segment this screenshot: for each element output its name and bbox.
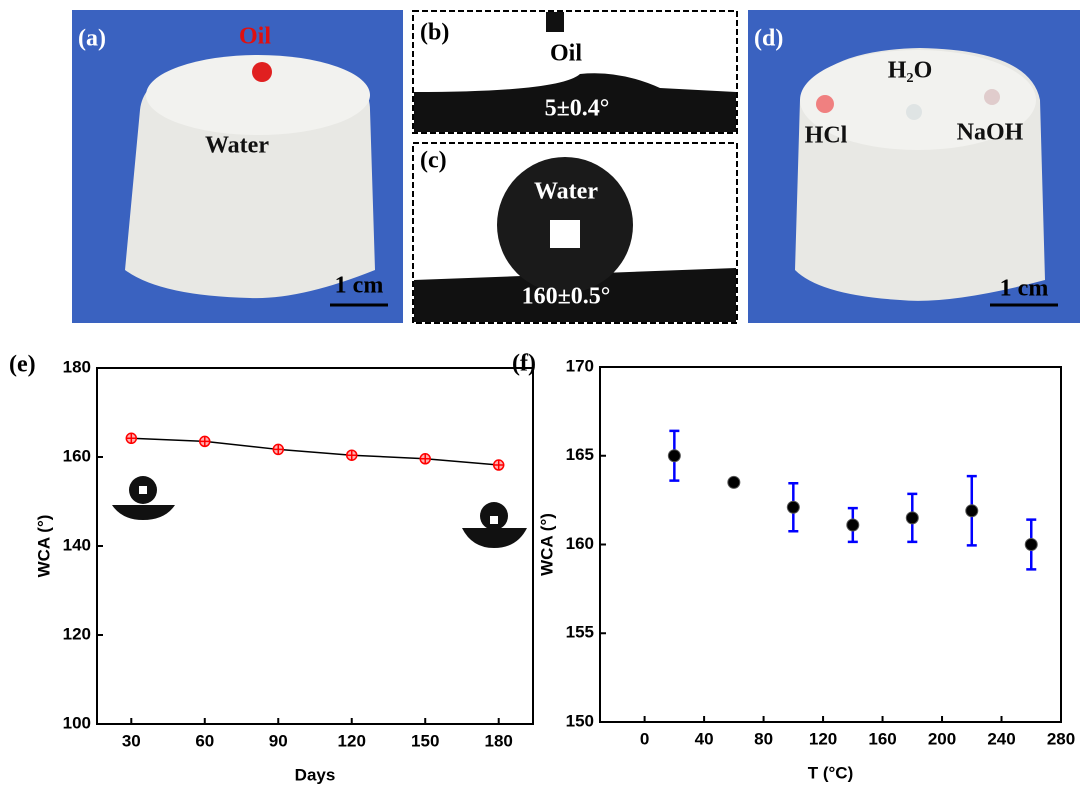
y-tick-label: 150 bbox=[566, 711, 594, 730]
naoh-label: NaOH bbox=[957, 120, 1024, 146]
angle-label: 5±0.4° bbox=[545, 96, 610, 122]
y-axis-title: WCA (°) bbox=[537, 513, 556, 576]
water-label: Water bbox=[534, 179, 598, 205]
plot-frame bbox=[600, 367, 1061, 722]
x-axis-title: Days bbox=[295, 765, 336, 784]
oil-drop bbox=[252, 62, 272, 82]
x-tick-label: 120 bbox=[809, 729, 837, 748]
needle bbox=[546, 12, 564, 32]
x-tick-label: 180 bbox=[485, 731, 513, 750]
h2o-drop bbox=[906, 104, 922, 120]
x-tick-label: 0 bbox=[640, 729, 649, 748]
h2o-label: H₂O bbox=[888, 58, 933, 84]
x-tick-label: 90 bbox=[269, 731, 288, 750]
panel-label: (d) bbox=[754, 26, 783, 52]
x-axis-title: T (°C) bbox=[808, 763, 854, 782]
hcl-drop bbox=[816, 95, 834, 113]
x-tick-label: 200 bbox=[928, 729, 956, 748]
x-tick-label: 150 bbox=[411, 731, 439, 750]
y-tick-label: 165 bbox=[566, 445, 594, 464]
scale-label: 1 cm bbox=[335, 273, 384, 299]
data-point bbox=[906, 512, 918, 524]
panel-label: (a) bbox=[78, 26, 106, 52]
x-tick-label: 60 bbox=[195, 731, 214, 750]
x-tick-label: 80 bbox=[754, 729, 773, 748]
y-tick-label: 140 bbox=[63, 535, 91, 554]
x-tick-label: 40 bbox=[695, 729, 714, 748]
hcl-label: HCl bbox=[805, 123, 848, 149]
panel-label: (e) bbox=[9, 352, 36, 378]
oil-label: Oil bbox=[239, 24, 271, 50]
scale-label: 1 cm bbox=[1000, 276, 1049, 302]
x-tick-label: 160 bbox=[868, 729, 896, 748]
y-tick-label: 155 bbox=[566, 623, 594, 642]
y-tick-label: 160 bbox=[566, 534, 594, 553]
data-point bbox=[966, 505, 978, 517]
panel-label: (f) bbox=[512, 351, 536, 377]
y-axis-title: WCA (°) bbox=[34, 515, 53, 578]
oil-label: Oil bbox=[550, 41, 582, 67]
x-tick-label: 30 bbox=[122, 731, 141, 750]
x-tick-label: 240 bbox=[987, 729, 1015, 748]
plot-frame bbox=[97, 368, 533, 724]
figure: (a) Oil Water 1 cm (b) Oil 5±0.4° (c) Wa… bbox=[0, 0, 1088, 789]
page: (a) Oil Water 1 cm (b) Oil 5±0.4° (c) Wa… bbox=[0, 0, 1088, 789]
angle-label: 160±0.5° bbox=[522, 284, 611, 310]
droplet-inset bbox=[462, 502, 527, 548]
x-tick-label: 120 bbox=[338, 731, 366, 750]
water-label: Water bbox=[205, 133, 269, 159]
data-point bbox=[728, 476, 740, 488]
y-tick-label: 170 bbox=[566, 356, 594, 375]
data-point bbox=[668, 450, 680, 462]
reflection bbox=[550, 220, 580, 248]
y-tick-label: 180 bbox=[63, 357, 91, 376]
data-line bbox=[131, 438, 498, 465]
panel-label: (c) bbox=[420, 148, 447, 174]
x-tick-label: 280 bbox=[1047, 729, 1075, 748]
y-tick-label: 100 bbox=[63, 713, 91, 732]
naoh-drop bbox=[984, 89, 1000, 105]
y-tick-label: 160 bbox=[63, 446, 91, 465]
panel-label: (b) bbox=[420, 20, 449, 46]
droplet-inset bbox=[112, 476, 175, 520]
data-point bbox=[847, 519, 859, 531]
data-point bbox=[1025, 539, 1037, 551]
data-point bbox=[787, 501, 799, 513]
y-tick-label: 120 bbox=[63, 624, 91, 643]
